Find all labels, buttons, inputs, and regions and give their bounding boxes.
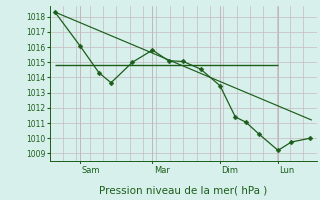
Text: Mar: Mar bbox=[154, 166, 170, 175]
Text: Lun: Lun bbox=[279, 166, 295, 175]
Text: Sam: Sam bbox=[82, 166, 100, 175]
Text: Pression niveau de la mer( hPa ): Pression niveau de la mer( hPa ) bbox=[99, 186, 267, 196]
Text: Dim: Dim bbox=[221, 166, 238, 175]
